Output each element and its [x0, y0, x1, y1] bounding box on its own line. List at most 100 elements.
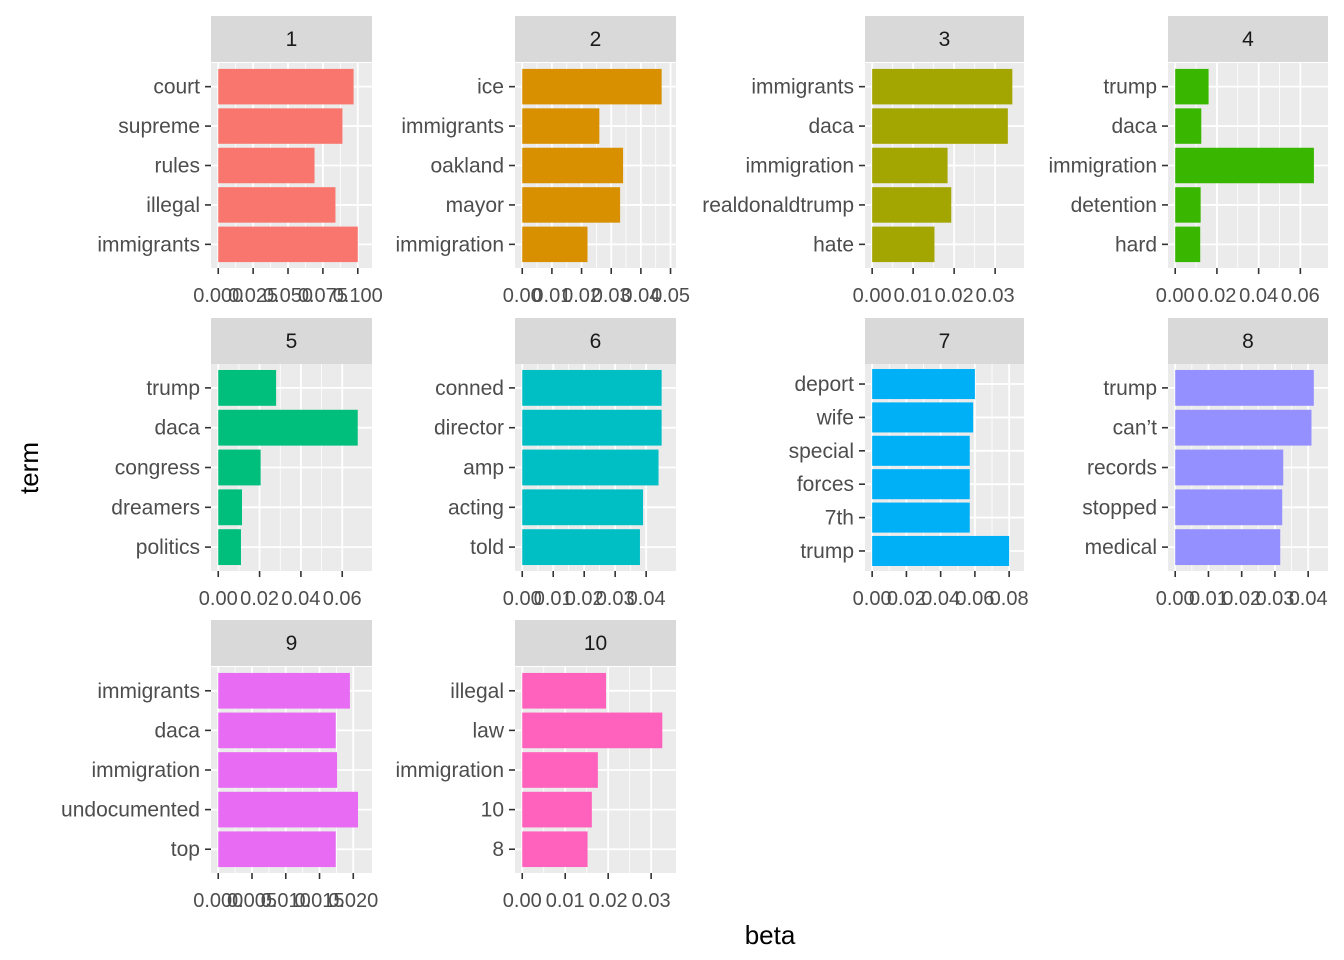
term-label: detention [1071, 194, 1157, 217]
x-axis-title: beta [745, 920, 796, 950]
term-label: trump [800, 540, 854, 563]
facet-strip-label: 1 [286, 28, 298, 51]
x-tick-label: 0.02 [565, 588, 604, 610]
bar-daca [1175, 108, 1202, 144]
facet-strip-label: 6 [590, 330, 602, 353]
x-tick-label: 0.04 [1239, 285, 1278, 307]
x-tick-label: 0.04 [627, 588, 666, 610]
facet-strip-label: 3 [939, 28, 951, 51]
facet-strip [1168, 318, 1328, 364]
x-tick-label: 0.02 [887, 588, 926, 610]
bar-immigrants [872, 68, 1013, 105]
term-label: rules [154, 155, 200, 178]
term-label: immigrants [97, 233, 200, 256]
x-tick-label: 0.02 [1197, 285, 1236, 307]
facet-panel-8: 8 trump can’t records stopped medical 0.000.01… [1082, 318, 1328, 610]
bar-medical [1175, 529, 1281, 566]
bar-daca [218, 712, 336, 749]
bar-immigration [522, 226, 588, 263]
x-tick-label: 0.04 [621, 285, 660, 307]
bar-immigrants [522, 108, 600, 144]
facet-panel-3: 3 immigrants daca immigration realdonaldtrum… [702, 16, 1024, 307]
x-tick-label: 0.04 [921, 588, 960, 610]
bar-illegal [522, 672, 607, 709]
term-label: undocumented [61, 799, 200, 822]
x-tick-label: 0.06 [1281, 285, 1320, 307]
term-label: daca [808, 115, 854, 138]
term-label: mayor [446, 194, 504, 217]
bar-realdonaldtrump [872, 187, 952, 223]
term-label: director [434, 417, 504, 440]
bar-immigrants [218, 226, 358, 263]
term-label: immigration [1048, 155, 1157, 178]
term-label: politics [136, 536, 200, 559]
bar-congress [218, 449, 261, 486]
bar-daca [218, 409, 358, 446]
x-tick-label: 0.02 [1222, 588, 1261, 610]
bar-ice [522, 68, 662, 105]
x-tick-label: 0.02 [589, 890, 628, 912]
x-tick-label: 0.03 [1255, 588, 1294, 610]
facet-strip [515, 16, 676, 62]
x-tick-label: 0.075 [298, 285, 348, 307]
bar-law [522, 712, 663, 749]
x-tick-label: 0.000 [193, 890, 243, 912]
term-label: dreamers [111, 496, 200, 519]
x-tick-label: 0.01 [546, 890, 585, 912]
facet-panel-2: 2 ice immigrants oakland mayor immigration 0.0… [395, 16, 690, 307]
x-tick-label: 0.02 [562, 285, 601, 307]
x-tick-label: 0.00 [853, 285, 892, 307]
facet-strip [515, 318, 676, 364]
bar-immigrants [218, 672, 350, 709]
x-tick-label: 0.01 [894, 285, 933, 307]
x-tick-label: 0.05 [651, 285, 690, 307]
bar-can't [1175, 409, 1312, 446]
term-label: deport [794, 373, 854, 396]
facet-panel-7: 7 deport wife special forces 7th trump 0.000.02… [789, 318, 1029, 610]
bar-oakland [522, 147, 624, 184]
term-label: congress [115, 457, 200, 480]
bar-8 [522, 831, 588, 868]
term-label: stopped [1082, 496, 1157, 519]
term-label: 7th [825, 507, 854, 530]
x-tick-label: 0.010 [261, 890, 311, 912]
term-label: immigration [91, 759, 200, 782]
bar-7th [872, 502, 970, 533]
term-label: immigrants [97, 680, 200, 703]
x-tick-label: 0.01 [1189, 588, 1228, 610]
bar-daca [872, 108, 1008, 144]
term-label: 8 [492, 838, 504, 861]
bar-detention [1175, 187, 1201, 223]
x-tick-label: 0.00 [199, 588, 238, 610]
bar-court [218, 68, 354, 105]
term-label: immigration [745, 155, 854, 178]
bar-trump [1175, 369, 1314, 406]
term-label: records [1087, 457, 1157, 480]
term-label: immigrants [401, 115, 504, 138]
term-label: acting [448, 496, 504, 519]
x-tick-label: 0.04 [281, 588, 320, 610]
term-label: hard [1115, 233, 1157, 256]
facet-strip-label: 8 [1242, 330, 1254, 353]
x-tick-label: 0.01 [534, 588, 573, 610]
x-tick-label: 0.000 [193, 285, 243, 307]
x-tick-label: 0.00 [1156, 588, 1195, 610]
term-label: daca [154, 719, 200, 742]
term-label: illegal [450, 680, 504, 703]
x-tick-label: 0.02 [935, 285, 974, 307]
bar-immigration [1175, 147, 1314, 184]
bar-10 [522, 791, 592, 828]
x-tick-label: 0.08 [990, 588, 1029, 610]
bar-hate [872, 226, 935, 263]
x-tick-label: 0.00 [503, 890, 542, 912]
facet-panel-6: 6 conned director amp acting told 0.000.010.02… [434, 318, 676, 610]
term-label: immigrants [751, 76, 854, 99]
x-tick-label: 0.100 [333, 285, 383, 307]
facet-panel-10: 10 illegal law immigration 10 8 0.00 0.01 0.02 0.… [395, 620, 676, 912]
facet-strip-label: 10 [584, 632, 607, 655]
bar-trump [872, 535, 1010, 566]
facet-strip [211, 620, 372, 666]
bar-stopped [1175, 489, 1283, 526]
term-label: law [472, 719, 504, 742]
